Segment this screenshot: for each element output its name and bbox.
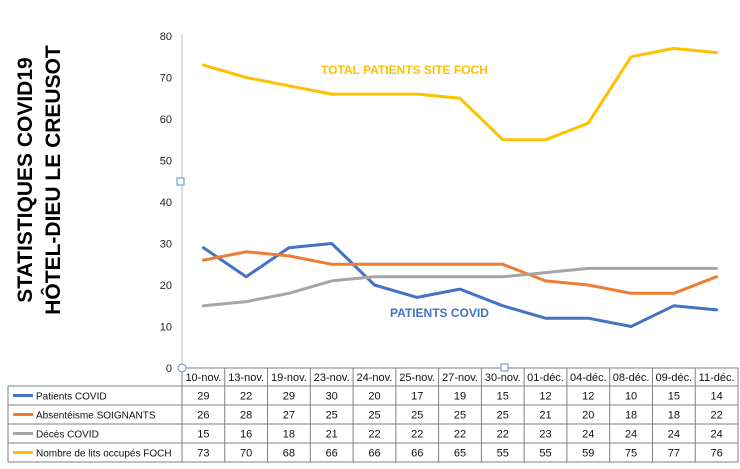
x-tick-label: 23-nov. xyxy=(314,372,350,384)
annotations: TOTAL PATIENTS SITE FOCH PATIENTS COVID xyxy=(321,63,489,320)
data-label: 22 xyxy=(411,429,423,441)
data-label: 66 xyxy=(411,448,423,460)
x-tick-label: 24-nov. xyxy=(357,372,393,384)
y-axis: 0 10 20 30 40 50 60 70 80 xyxy=(160,31,183,375)
data-label: 55 xyxy=(497,448,509,460)
data-label: 25 xyxy=(497,410,509,422)
series-line-3 xyxy=(201,266,719,308)
x-tick-label: 27-nov. xyxy=(442,372,478,384)
data-label: 76 xyxy=(710,448,722,460)
data-label: 25 xyxy=(368,410,380,422)
data-label: 22 xyxy=(240,391,252,403)
data-label: 20 xyxy=(582,410,594,422)
data-label: 66 xyxy=(326,448,338,460)
data-label: 25 xyxy=(411,410,423,422)
y-tick-label: 0 xyxy=(166,363,172,375)
data-label: 68 xyxy=(283,448,295,460)
data-label: 20 xyxy=(368,391,380,403)
series-lines xyxy=(201,46,719,328)
data-label: 24 xyxy=(668,429,680,441)
legend-entry: Décès COVID xyxy=(36,430,99,441)
data-label: 22 xyxy=(454,429,466,441)
data-label: 22 xyxy=(368,429,380,441)
data-label: 18 xyxy=(625,410,637,422)
x-tick-label: 13-nov. xyxy=(228,372,264,384)
data-label: 26 xyxy=(197,410,209,422)
data-label: 10 xyxy=(625,391,637,403)
y-tick-label: 50 xyxy=(160,156,172,168)
data-label: 12 xyxy=(582,391,594,403)
data-label: 59 xyxy=(582,448,594,460)
data-label: 55 xyxy=(539,448,551,460)
data-label: 27 xyxy=(283,410,295,422)
chart-title-line-2: HÔTEL-DIEU LE CREUSOT xyxy=(41,45,65,315)
data-label: 18 xyxy=(668,410,680,422)
y-tick-label: 40 xyxy=(160,197,172,209)
resize-handle[interactable] xyxy=(176,177,185,186)
data-label: 15 xyxy=(668,391,680,403)
data-label: 75 xyxy=(625,448,637,460)
x-tick-label: 30-nov. xyxy=(485,372,521,384)
data-label: 65 xyxy=(454,448,466,460)
y-tick-label: 10 xyxy=(160,322,172,334)
data-label: 70 xyxy=(240,448,252,460)
legend-entry: Absentéisme SOIGNANTS xyxy=(36,411,156,422)
data-label: 22 xyxy=(497,429,509,441)
data-label: 29 xyxy=(197,391,209,403)
data-label: 29 xyxy=(283,391,295,403)
chart-title: STATISTIQUES COVID19 HÔTEL-DIEU LE CREUSO… xyxy=(14,45,65,315)
series-line-2 xyxy=(201,250,719,295)
data-label: 17 xyxy=(411,391,423,403)
data-label: 23 xyxy=(539,429,551,441)
y-tick-label: 80 xyxy=(160,31,172,43)
chart-title-line-1: STATISTIQUES COVID19 xyxy=(14,57,37,302)
data-label: 66 xyxy=(368,448,380,460)
data-label: 30 xyxy=(326,391,338,403)
selection-handles[interactable] xyxy=(176,177,509,373)
series-line-1 xyxy=(201,242,719,328)
x-tick-label: 08-déc. xyxy=(613,372,650,384)
data-label: 24 xyxy=(625,429,637,441)
data-label: 19 xyxy=(454,391,466,403)
x-tick-label: 11-déc. xyxy=(699,372,735,384)
data-label: 16 xyxy=(240,429,252,441)
resize-handle[interactable] xyxy=(500,363,509,372)
legend-entry: Patients COVID xyxy=(36,392,107,403)
x-tick-label: 01-déc. xyxy=(527,372,564,384)
y-tick-label: 70 xyxy=(160,73,172,85)
data-label: 22 xyxy=(710,410,722,422)
data-label: 28 xyxy=(240,410,252,422)
series-line-4 xyxy=(201,46,719,142)
data-table: 10-nov. 13-nov. 19-nov. 23-nov. 24-nov. 25-no… xyxy=(7,367,739,463)
y-tick-label: 20 xyxy=(160,280,172,292)
x-tick-label: 10-nov. xyxy=(185,372,221,384)
data-label: 15 xyxy=(497,391,509,403)
data-label: 25 xyxy=(454,410,466,422)
data-label: 14 xyxy=(710,391,722,403)
x-tick-label: 19-nov. xyxy=(271,372,307,384)
data-label: 21 xyxy=(326,429,338,441)
data-label: 25 xyxy=(326,410,338,422)
data-label: 73 xyxy=(197,448,209,460)
data-label: 18 xyxy=(283,429,295,441)
data-label: 24 xyxy=(582,429,594,441)
x-tick-label: 25-nov. xyxy=(399,372,435,384)
x-tick-label: 09-déc. xyxy=(655,372,692,384)
resize-handle[interactable] xyxy=(177,363,187,373)
y-tick-label: 60 xyxy=(160,114,172,126)
legend-entry: Nombre de lits occupés FOCH xyxy=(36,449,172,460)
data-label: 24 xyxy=(710,429,722,441)
data-label: 15 xyxy=(197,429,209,441)
annotation-1: TOTAL PATIENTS SITE FOCH xyxy=(321,63,488,77)
annotation-2: PATIENTS COVID xyxy=(390,306,489,320)
data-label: 12 xyxy=(539,391,551,403)
y-tick-label: 30 xyxy=(160,239,172,251)
data-label: 77 xyxy=(668,448,680,460)
x-tick-label: 04-déc. xyxy=(570,372,607,384)
data-label: 21 xyxy=(539,410,551,422)
